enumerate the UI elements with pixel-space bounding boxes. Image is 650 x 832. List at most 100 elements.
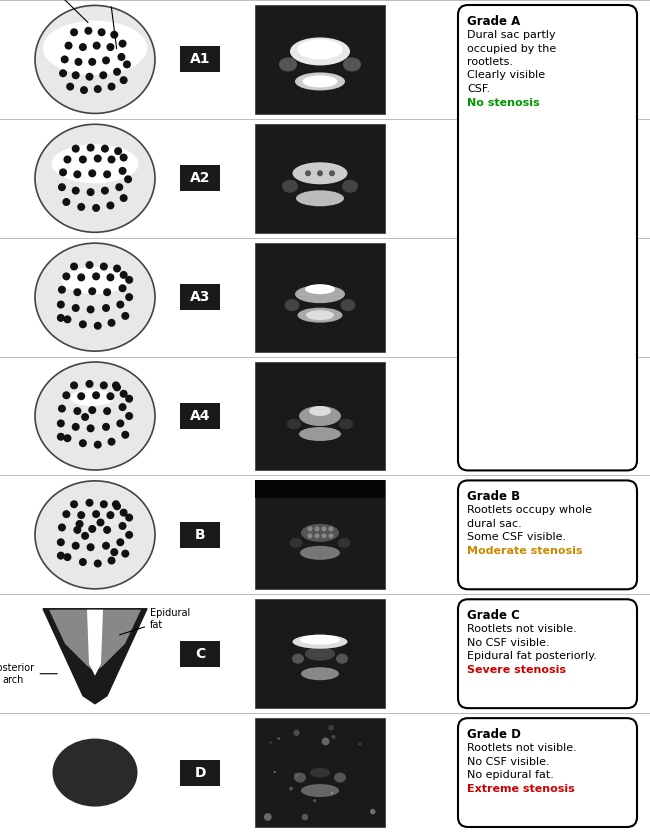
- Circle shape: [94, 559, 102, 567]
- FancyBboxPatch shape: [255, 480, 385, 589]
- Circle shape: [94, 85, 102, 93]
- Text: No stenosis: No stenosis: [467, 97, 540, 107]
- Text: Rootlets not visible.: Rootlets not visible.: [467, 743, 577, 753]
- Circle shape: [64, 315, 72, 324]
- Ellipse shape: [292, 635, 348, 649]
- FancyBboxPatch shape: [255, 480, 385, 498]
- Ellipse shape: [336, 654, 348, 664]
- Circle shape: [107, 392, 114, 400]
- Text: Clearly visible: Clearly visible: [467, 71, 545, 81]
- Ellipse shape: [295, 285, 345, 303]
- Circle shape: [72, 542, 80, 550]
- Circle shape: [332, 735, 335, 739]
- Circle shape: [102, 57, 110, 64]
- Circle shape: [77, 511, 85, 519]
- Ellipse shape: [310, 768, 330, 778]
- Circle shape: [92, 272, 100, 280]
- Circle shape: [92, 510, 100, 518]
- Circle shape: [113, 265, 121, 273]
- Circle shape: [79, 439, 87, 447]
- Circle shape: [322, 527, 326, 532]
- Circle shape: [120, 389, 127, 398]
- FancyBboxPatch shape: [180, 522, 220, 547]
- Ellipse shape: [296, 191, 344, 206]
- Circle shape: [86, 424, 95, 433]
- Text: B: B: [195, 527, 205, 542]
- Circle shape: [113, 67, 121, 76]
- Text: No CSF visible.: No CSF visible.: [467, 638, 550, 648]
- Ellipse shape: [61, 267, 129, 294]
- Text: A4: A4: [190, 409, 210, 423]
- Circle shape: [77, 274, 85, 281]
- Circle shape: [58, 523, 66, 532]
- Circle shape: [60, 56, 69, 63]
- Ellipse shape: [309, 406, 331, 416]
- Ellipse shape: [43, 21, 147, 75]
- Circle shape: [113, 503, 121, 510]
- FancyBboxPatch shape: [255, 599, 385, 708]
- Circle shape: [86, 543, 95, 552]
- Circle shape: [114, 147, 122, 155]
- Ellipse shape: [282, 180, 298, 193]
- Ellipse shape: [35, 362, 155, 470]
- Text: Cerebrospinal Fluid, CSF: Cerebrospinal Fluid, CSF: [0, 0, 107, 22]
- FancyBboxPatch shape: [180, 760, 220, 785]
- Circle shape: [86, 498, 94, 507]
- Circle shape: [70, 381, 78, 389]
- Ellipse shape: [289, 537, 302, 547]
- Circle shape: [123, 61, 131, 68]
- Circle shape: [84, 27, 92, 35]
- Text: Severe stenosis: Severe stenosis: [467, 665, 566, 675]
- Circle shape: [125, 394, 133, 403]
- Circle shape: [62, 510, 70, 518]
- Circle shape: [328, 533, 333, 538]
- FancyBboxPatch shape: [180, 285, 220, 310]
- Circle shape: [100, 263, 108, 270]
- Circle shape: [86, 188, 95, 196]
- Circle shape: [86, 261, 94, 269]
- Circle shape: [88, 525, 96, 533]
- Circle shape: [79, 320, 87, 329]
- Circle shape: [57, 538, 65, 547]
- Ellipse shape: [53, 739, 138, 806]
- Ellipse shape: [300, 635, 340, 645]
- Circle shape: [102, 542, 110, 550]
- Ellipse shape: [287, 418, 301, 429]
- Text: Rootlets not visible.: Rootlets not visible.: [467, 624, 577, 634]
- Circle shape: [62, 272, 70, 280]
- Circle shape: [125, 276, 133, 284]
- Circle shape: [77, 392, 85, 400]
- Circle shape: [88, 287, 96, 295]
- Ellipse shape: [343, 57, 361, 72]
- Circle shape: [93, 42, 101, 50]
- Circle shape: [58, 183, 66, 191]
- Ellipse shape: [294, 773, 306, 783]
- FancyBboxPatch shape: [458, 5, 637, 470]
- Text: Grade C: Grade C: [467, 609, 520, 622]
- Circle shape: [107, 319, 116, 327]
- Circle shape: [79, 43, 87, 51]
- Circle shape: [120, 271, 127, 279]
- Ellipse shape: [339, 418, 353, 429]
- Circle shape: [107, 156, 116, 164]
- Circle shape: [113, 384, 121, 391]
- Ellipse shape: [341, 300, 356, 311]
- Circle shape: [329, 171, 335, 176]
- Ellipse shape: [35, 243, 155, 351]
- Circle shape: [122, 550, 129, 557]
- Circle shape: [125, 513, 133, 522]
- Circle shape: [112, 500, 120, 508]
- Circle shape: [107, 511, 114, 519]
- Circle shape: [75, 520, 84, 528]
- Circle shape: [307, 533, 313, 538]
- Ellipse shape: [342, 180, 358, 193]
- Circle shape: [118, 167, 127, 175]
- FancyBboxPatch shape: [255, 362, 385, 470]
- Text: C: C: [195, 646, 205, 661]
- Circle shape: [100, 500, 108, 508]
- Ellipse shape: [35, 481, 155, 589]
- Circle shape: [305, 171, 311, 176]
- Circle shape: [79, 156, 87, 164]
- Circle shape: [86, 380, 94, 388]
- Circle shape: [75, 58, 83, 66]
